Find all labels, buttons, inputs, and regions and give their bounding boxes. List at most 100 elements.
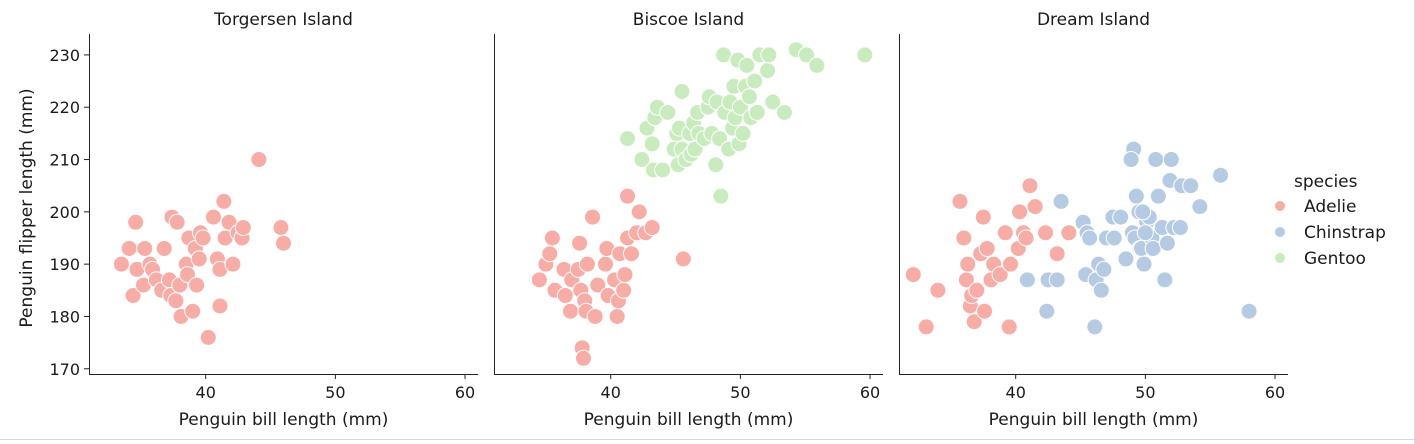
scatter-point-adelie bbox=[959, 255, 977, 273]
scatter-point-chinstrap bbox=[1127, 187, 1145, 205]
scatter-point-adelie bbox=[996, 224, 1014, 242]
scatter-point-adelie bbox=[674, 250, 692, 268]
scatter-point-adelie bbox=[917, 318, 935, 336]
scatter-point-chinstrap bbox=[1156, 271, 1174, 289]
scatter-point-adelie bbox=[978, 239, 996, 257]
scatter-point-adelie bbox=[204, 208, 222, 226]
scatter-point-adelie bbox=[1011, 203, 1029, 221]
scatter-point-adelie bbox=[530, 271, 548, 289]
x-axis-title: Penguin bill length (mm) bbox=[584, 410, 794, 430]
scatter-point-adelie bbox=[1026, 198, 1044, 216]
y-tick-label: 210 bbox=[49, 151, 80, 170]
points-layer bbox=[904, 140, 1258, 336]
panel-title: Biscoe Island bbox=[633, 10, 744, 30]
scatter-point-chinstrap bbox=[1117, 250, 1135, 268]
scatter-point-adelie bbox=[188, 276, 206, 294]
scatter-point-adelie bbox=[275, 234, 292, 252]
scatter-point-gentoo bbox=[759, 62, 777, 80]
scatter-point-adelie bbox=[1002, 255, 1020, 273]
legend-label: Chinstrap bbox=[1304, 223, 1386, 243]
x-tick-label: 40 bbox=[1006, 383, 1026, 402]
scatter-point-gentoo bbox=[738, 56, 756, 74]
scatter-point-adelie bbox=[630, 203, 648, 221]
facet-panel: Dream Island 40 50 60 Penguin bill length (m… bbox=[899, 10, 1288, 430]
scatter-point-adelie bbox=[1060, 224, 1078, 242]
facet-panels: Torgersen Island 40 50 60 Penguin bill lengt… bbox=[49, 10, 1288, 430]
scatter-point-adelie bbox=[127, 213, 145, 231]
scatter-point-adelie bbox=[194, 229, 212, 247]
scatter-point-gentoo bbox=[712, 187, 730, 205]
scatter-point-adelie bbox=[1037, 224, 1055, 242]
scatter-point-chinstrap bbox=[1240, 302, 1258, 320]
scatter-point-adelie bbox=[929, 281, 947, 299]
scatter-point-chinstrap bbox=[1191, 198, 1209, 216]
scatter-point-gentoo bbox=[633, 151, 651, 169]
scatter-point-adelie bbox=[955, 229, 973, 247]
scatter-point-chinstrap bbox=[1171, 219, 1189, 237]
y-tick-label: 180 bbox=[49, 307, 80, 326]
legend-label: Gentoo bbox=[1304, 249, 1366, 269]
scatter-point-adelie bbox=[584, 208, 602, 226]
scatter-point-adelie bbox=[184, 302, 202, 320]
scatter-point-adelie bbox=[1021, 177, 1039, 195]
scatter-point-adelie bbox=[541, 245, 559, 263]
y-tick-label: 170 bbox=[49, 360, 80, 379]
species-legend: species Adelie Chinstrap Gentoo bbox=[1274, 172, 1386, 269]
scatter-point-chinstrap bbox=[1018, 271, 1036, 289]
scatter-point-gentoo bbox=[740, 88, 758, 106]
scatter-point-chinstrap bbox=[1149, 187, 1167, 205]
y-tick-label: 200 bbox=[49, 203, 80, 222]
x-tick-label: 40 bbox=[196, 383, 216, 402]
scatter-point-adelie bbox=[608, 307, 626, 325]
legend-marker-chinstrap bbox=[1274, 226, 1286, 238]
scatter-point-adelie bbox=[974, 208, 992, 226]
scatter-point-chinstrap bbox=[1105, 229, 1123, 247]
scatter-point-chinstrap bbox=[1182, 177, 1200, 195]
scatter-point-chinstrap bbox=[1122, 151, 1140, 169]
x-axis-title: Penguin bill length (mm) bbox=[179, 410, 389, 430]
legend-marker-gentoo bbox=[1274, 252, 1286, 264]
scatter-point-adelie bbox=[215, 192, 233, 210]
scatter-point-adelie bbox=[1048, 245, 1066, 263]
scatter-point-gentoo bbox=[775, 103, 793, 121]
scatter-point-adelie bbox=[136, 239, 154, 257]
scatter-point-gentoo bbox=[619, 130, 637, 148]
scatter-point-adelie bbox=[199, 328, 217, 346]
scatter-point-chinstrap bbox=[1144, 239, 1162, 257]
scatter-point-chinstrap bbox=[1162, 151, 1180, 169]
scatter-point-gentoo bbox=[654, 161, 672, 179]
scatter-point-chinstrap bbox=[1212, 166, 1230, 184]
scatter-point-chinstrap bbox=[1112, 208, 1130, 226]
scatter-point-adelie bbox=[976, 302, 994, 320]
scatter-point-adelie bbox=[616, 266, 634, 284]
scatter-point-adelie bbox=[574, 349, 592, 367]
scatter-point-adelie bbox=[578, 255, 596, 273]
y-tick-label: 220 bbox=[49, 98, 80, 117]
scatter-point-chinstrap bbox=[1135, 255, 1153, 273]
scatter-point-chinstrap bbox=[1038, 302, 1056, 320]
scatter-point-chinstrap bbox=[1052, 192, 1070, 210]
scatter-point-adelie bbox=[224, 255, 242, 273]
scatter-point-adelie bbox=[1000, 318, 1018, 336]
scatter-point-adelie bbox=[589, 276, 607, 294]
scatter-point-gentoo bbox=[760, 46, 778, 64]
scatter-point-gentoo bbox=[643, 135, 661, 153]
scatter-point-chinstrap bbox=[1136, 224, 1154, 242]
scatter-point-adelie bbox=[991, 266, 1009, 284]
scatter-point-adelie bbox=[168, 213, 186, 231]
x-tick-label: 50 bbox=[730, 383, 750, 402]
scatter-point-gentoo bbox=[856, 46, 874, 64]
scatter-point-adelie bbox=[272, 219, 290, 237]
scatter-point-adelie bbox=[622, 245, 640, 263]
scatter-point-gentoo bbox=[797, 46, 815, 64]
scatter-point-adelie bbox=[597, 255, 615, 273]
scatter-point-chinstrap bbox=[1158, 234, 1176, 252]
scatter-point-gentoo bbox=[659, 103, 677, 121]
scatter-point-adelie bbox=[112, 255, 130, 273]
scatter-point-adelie bbox=[571, 234, 589, 252]
scatter-point-chinstrap bbox=[1086, 318, 1104, 336]
scatter-point-adelie bbox=[615, 281, 633, 299]
scatter-point-chinstrap bbox=[1095, 260, 1113, 278]
scatter-point-chinstrap bbox=[1048, 271, 1066, 289]
